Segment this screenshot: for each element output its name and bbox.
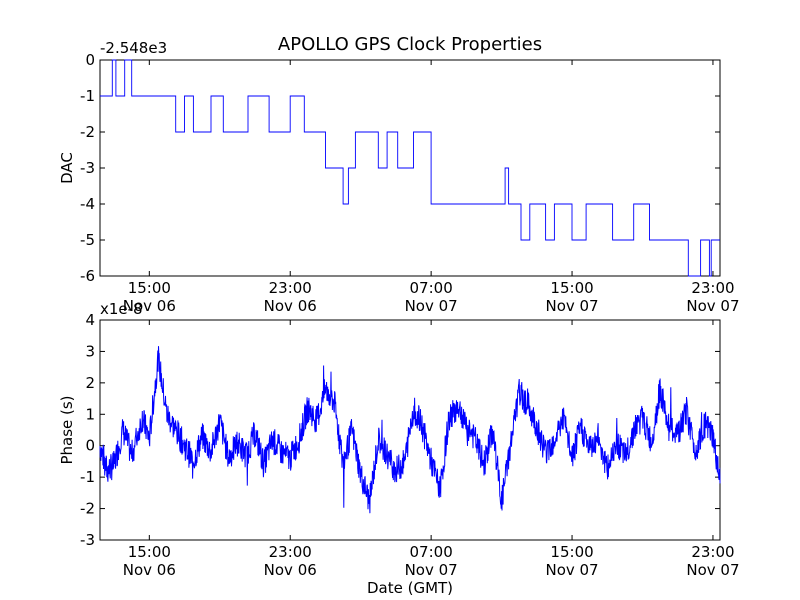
phase-panel: x1e-8 Phase (s) Date (GMT) 4 3 2 1 0 -1 -2 -3 15… <box>58 300 740 597</box>
x-tick-time-label: 23:00 <box>691 279 734 297</box>
phase-y-axis-label: Phase (s) <box>58 395 76 464</box>
y-tick-label: 1 <box>85 405 95 423</box>
y-tick-label: 4 <box>85 311 95 329</box>
x-tick-time-label: 15:00 <box>550 543 593 561</box>
x-tick-time-label: 15:00 <box>128 543 171 561</box>
y-tick-label: -2 <box>80 500 95 518</box>
y-tick-label: -5 <box>80 231 95 249</box>
x-axis-label: Date (GMT) <box>367 579 453 597</box>
x-tick-date-label: Nov 07 <box>405 561 458 579</box>
y-tick-label: 0 <box>85 51 95 69</box>
x-tick-date-label: Nov 07 <box>405 297 458 315</box>
x-tick-date-label: Nov 07 <box>545 297 598 315</box>
x-tick-date-label: Nov 07 <box>545 561 598 579</box>
x-tick-date-label: Nov 07 <box>686 561 739 579</box>
x-tick-time-label: 23:00 <box>269 279 312 297</box>
x-tick-date-label: Nov 06 <box>123 561 176 579</box>
x-tick-time-label: 15:00 <box>128 279 171 297</box>
x-tick-time-label: 07:00 <box>410 279 453 297</box>
y-tick-label: -1 <box>80 468 95 486</box>
x-tick-time-label: 23:00 <box>269 543 312 561</box>
x-tick-time-label: 23:00 <box>691 543 734 561</box>
series-line <box>100 59 720 277</box>
y-tick-label: -3 <box>80 159 95 177</box>
x-tick-time-label: 07:00 <box>410 543 453 561</box>
dac-offset-label: -2.548e3 <box>100 39 167 57</box>
y-tick-label: -3 <box>80 531 95 549</box>
x-tick-date-label: Nov 06 <box>264 297 317 315</box>
y-tick-label: -1 <box>80 87 95 105</box>
y-tick-label: 2 <box>85 374 95 392</box>
series-line <box>99 346 721 514</box>
dac-y-axis-label: DAC <box>58 152 76 184</box>
chart-title: APOLLO GPS Clock Properties <box>278 34 542 55</box>
x-tick-time-label: 15:00 <box>550 279 593 297</box>
y-tick-label: -4 <box>80 195 95 213</box>
x-tick-date-label: Nov 06 <box>264 561 317 579</box>
x-tick-date-label: Nov 07 <box>686 297 739 315</box>
y-tick-label: 0 <box>85 437 95 455</box>
y-tick-label: -6 <box>80 267 95 285</box>
phase-offset-label: x1e-8 <box>100 300 143 318</box>
x-tick-date-label: Nov 06 <box>123 297 176 315</box>
y-tick-label: 3 <box>85 342 95 360</box>
y-tick-label: -2 <box>80 123 95 141</box>
